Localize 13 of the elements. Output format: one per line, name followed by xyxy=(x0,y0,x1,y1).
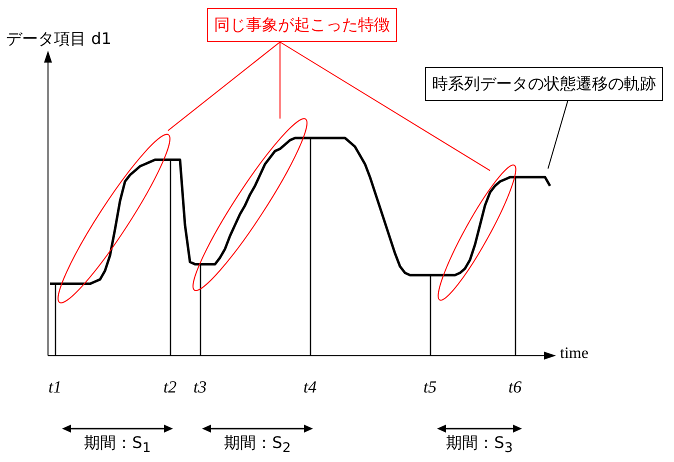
text: 期間：S$_{1}$ xyxy=(83,432,152,456)
text: 同じ事象が起こった特徴 xyxy=(207,8,397,42)
text: 時系列データの状態遷移の軌跡 xyxy=(425,67,663,101)
x-tick-label: t5 xyxy=(423,377,437,396)
text: データ項目 d1 xyxy=(6,28,112,50)
x-axis-title: time xyxy=(560,344,588,363)
x-tick-label: t1 xyxy=(48,377,62,396)
x-tick-label: t6 xyxy=(508,377,522,396)
x-tick-label: t4 xyxy=(303,377,318,396)
x-tick-label: t3 xyxy=(193,377,207,396)
x-tick-label: t2 xyxy=(163,377,178,396)
text: 期間：S$_{2}$ xyxy=(223,432,292,456)
text: 期間：S$_{3}$ xyxy=(445,432,514,456)
